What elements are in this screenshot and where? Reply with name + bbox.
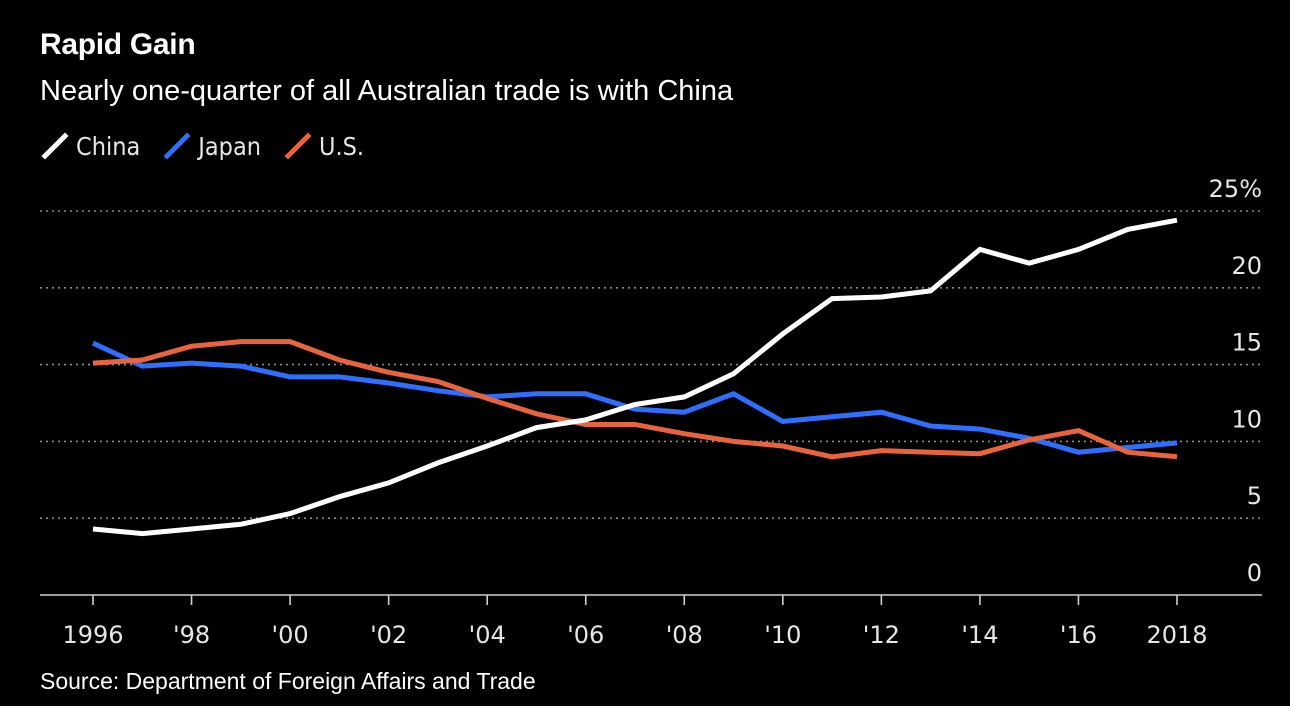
y-tick-label-10: 10 xyxy=(1231,405,1262,433)
legend-item-japan: Japan xyxy=(162,131,261,161)
x-tick-label-2012: '12 xyxy=(863,621,900,649)
y-tick-label-20: 20 xyxy=(1231,252,1262,280)
y-tick-label-15: 15 xyxy=(1231,329,1262,357)
legend-label-china: China xyxy=(76,131,141,161)
series-us xyxy=(92,339,1178,460)
x-tick-label-2002: '02 xyxy=(370,621,407,649)
series-lines xyxy=(91,217,1178,537)
x-tick-label-2004: '04 xyxy=(469,621,506,649)
x-tick-label-2010: '10 xyxy=(764,621,801,649)
y-tick-label-0: 0 xyxy=(1247,559,1262,587)
chart-subtitle: Nearly one-quarter of all Australian tra… xyxy=(40,75,734,107)
legend-item-china: China xyxy=(40,131,140,161)
x-tick-label-1998: '98 xyxy=(173,621,210,649)
legend-swatch-japan xyxy=(163,132,191,160)
legend-swatch-us xyxy=(284,132,312,160)
x-tick-label-2018: 2018 xyxy=(1146,621,1207,649)
legend-label-japan: Japan xyxy=(198,131,261,161)
y-tick-label-25: 25% xyxy=(1209,175,1262,203)
series-line-china xyxy=(92,217,1178,537)
legend: China Japan U.S. xyxy=(40,128,386,164)
series-japan xyxy=(91,340,1178,455)
series-line-japan xyxy=(91,340,1178,455)
legend-item-us: U.S. xyxy=(283,131,364,161)
y-tick-label-5: 5 xyxy=(1247,482,1262,510)
x-tick-label-1996: 1996 xyxy=(62,621,123,649)
x-tick-label-2014: '14 xyxy=(961,621,998,649)
y-axis-tick-labels: 0 5 10 15 20 25% xyxy=(1209,175,1262,587)
series-line-us xyxy=(92,339,1178,460)
x-axis: 1996 '98 '00 '02 '04 '06 '08 '10 '12 '14 '16 2018 xyxy=(40,594,1262,649)
legend-label-us: U.S. xyxy=(319,131,365,161)
x-tick-label-2006: '06 xyxy=(567,621,604,649)
x-tick-label-2016: '16 xyxy=(1060,621,1097,649)
series-china xyxy=(92,217,1178,537)
source-note: Source: Department of Foreign Affairs an… xyxy=(40,668,536,694)
legend-swatch-china xyxy=(41,132,69,160)
x-tick-label-2008: '08 xyxy=(666,621,703,649)
x-tick-label-2000: '00 xyxy=(272,621,309,649)
chart-title: Rapid Gain xyxy=(40,28,196,61)
